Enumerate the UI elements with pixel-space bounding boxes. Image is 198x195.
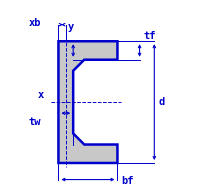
Polygon shape	[58, 41, 117, 163]
Text: bf: bf	[121, 176, 134, 186]
Text: xb: xb	[29, 18, 41, 28]
Text: d: d	[158, 97, 164, 107]
Text: x: x	[37, 90, 44, 100]
Text: tf: tf	[143, 31, 156, 41]
Text: y: y	[68, 22, 74, 32]
Text: tw: tw	[29, 117, 41, 127]
